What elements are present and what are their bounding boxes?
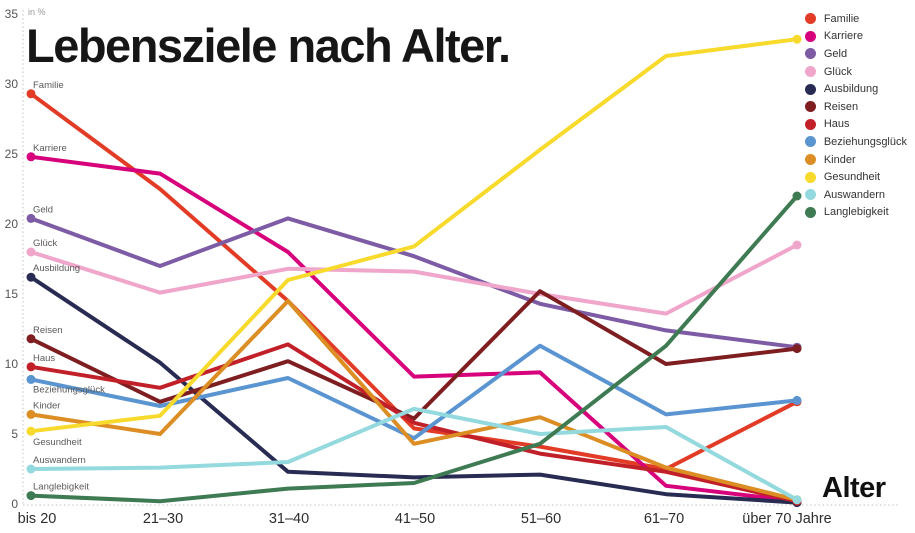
legend-item-familie: Familie [804, 10, 907, 28]
legend-item-karriere: Karriere [804, 28, 907, 46]
line-langlebigkeit [29, 194, 799, 504]
series-start-label: Karriere [33, 143, 67, 154]
point-start-haus [26, 362, 36, 372]
x-tick-label: 51–60 [521, 511, 561, 527]
legend-label: Reisen [823, 100, 859, 113]
point-start-familie [26, 89, 36, 99]
legend-dot-icon [804, 66, 816, 78]
legend-label: Gesundheit [823, 171, 881, 184]
series-start-label: Haus [33, 353, 55, 364]
y-tick-label: 0 [11, 497, 18, 511]
series-start-label: Reisen [33, 325, 63, 336]
series-start-label: Glück [33, 238, 58, 249]
legend-label: Familie [823, 12, 860, 25]
legend-label: Beziehungsglück [823, 135, 907, 148]
legend-item-ausbildung: Ausbildung [804, 80, 907, 98]
point-end-beziehungsgluck [792, 395, 802, 405]
y-tick-label: 20 [5, 217, 19, 231]
legend-dot-icon [804, 30, 816, 42]
legend-dot-icon [804, 118, 816, 130]
point-start-ausbildung [26, 272, 36, 282]
legend-dot-icon [804, 154, 816, 166]
series-start-label: Beziehungsglück [33, 384, 105, 395]
y-tick-label: 5 [11, 427, 18, 441]
y-tick-label: 35 [5, 7, 19, 21]
series-start-label: Familie [33, 80, 64, 91]
series-start-label: Kinder [33, 400, 60, 411]
legend-dot-icon [804, 171, 816, 183]
point-start-geld [26, 213, 36, 223]
legend-item-kinder: Kinder [804, 151, 907, 169]
legend-label: Geld [823, 47, 848, 60]
x-tick-label: bis 20 [18, 511, 57, 527]
legend-label: Ausbildung [823, 83, 879, 96]
legend-dot-icon [804, 136, 816, 148]
point-end-gesundheit [792, 34, 802, 44]
point-start-karriere [26, 152, 36, 162]
series-start-label: Gesundheit [33, 437, 82, 448]
point-end-reisen [792, 344, 802, 354]
legend-label: Karriere [823, 30, 863, 43]
y-tick-label: 15 [5, 287, 19, 301]
legend-item-haus: Haus [804, 116, 907, 134]
series-start-label: Auswandern [33, 455, 86, 466]
line-gluck [29, 243, 799, 316]
legend-item-geld: Geld [804, 45, 907, 63]
legend-label: Auswandern [823, 188, 885, 201]
legend-item-auswandern: Auswandern [804, 186, 907, 204]
legend-item-langlebigkeit: Langlebigkeit [804, 204, 907, 222]
legend-dot-icon [804, 48, 816, 60]
x-axis-title: Alter [822, 472, 886, 504]
page-title: Lebensziele nach Alter. [26, 19, 511, 72]
point-end-langlebigkeit [792, 191, 802, 201]
legend-label: Glück [823, 65, 852, 78]
point-start-kinder [26, 409, 36, 419]
legend-item-gluck: Glück [804, 63, 907, 81]
line-ausbildung [29, 275, 799, 505]
x-tick-label: 61–70 [644, 511, 684, 527]
legend-item-reisen: Reisen [804, 98, 907, 116]
line-beziehungsgluck [29, 343, 799, 441]
legend-dot-icon [804, 83, 816, 95]
point-start-langlebigkeit [26, 491, 36, 501]
legend-dot-icon [804, 206, 816, 218]
x-tick-label: 41–50 [395, 511, 435, 527]
x-tick-label: 21–30 [143, 511, 183, 527]
y-axis-unit-label: in % [28, 7, 46, 17]
y-tick-label: 10 [5, 357, 19, 371]
legend-item-gesundheit: Gesundheit [804, 168, 907, 186]
legend-dot-icon [804, 13, 816, 25]
y-tick-label: 25 [5, 147, 19, 161]
line-haus [29, 342, 799, 504]
y-tick-label: 30 [5, 77, 19, 91]
legend-item-beziehungsgluck: Beziehungsglück [804, 133, 907, 151]
legend-dot-icon [804, 101, 816, 113]
point-end-auswandern [792, 495, 802, 505]
x-tick-label: über 70 Jahre [742, 511, 831, 527]
point-start-gluck [26, 247, 36, 257]
line-geld [29, 216, 799, 350]
point-start-gesundheit [26, 426, 36, 436]
series-start-label: Ausbildung [33, 263, 80, 274]
series-start-label: Geld [33, 204, 53, 215]
line-auswandern [29, 406, 799, 502]
series-start-label: Langlebigkeit [33, 482, 89, 493]
line-gesundheit [29, 37, 799, 434]
legend-label: Kinder [823, 153, 856, 166]
legend-label: Haus [823, 118, 850, 131]
line-karriere [29, 154, 799, 504]
line-reisen [29, 289, 799, 421]
legend-dot-icon [804, 189, 816, 201]
legend: Familie Karriere Geld Glück Ausbildung Reisen… [804, 10, 907, 222]
point-start-reisen [26, 334, 36, 344]
point-start-auswandern [26, 464, 36, 474]
point-end-gluck [792, 240, 802, 250]
legend-label: Langlebigkeit [823, 206, 889, 219]
line-kinder [29, 299, 799, 502]
x-tick-label: 31–40 [269, 511, 309, 527]
point-start-beziehungsgluck [26, 374, 36, 384]
